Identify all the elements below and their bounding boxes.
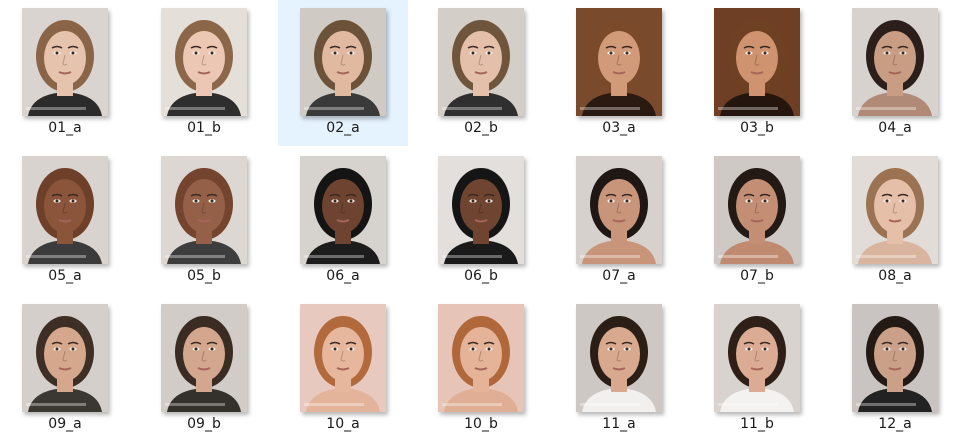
portrait-photo [300,156,386,264]
portrait-photo [576,8,662,116]
file-name-label: 09_b [187,416,221,432]
file-name-label: 06_a [326,268,360,284]
portrait-photo [300,8,386,116]
file-name-label: 11_a [602,416,636,432]
file-item[interactable]: 03_b [692,0,822,146]
file-name-label: 05_a [48,268,82,284]
portrait-photo [438,304,524,412]
file-item[interactable]: 01_a [0,0,130,146]
file-item[interactable]: 07_a [554,148,684,294]
image-thumbnail [852,304,938,412]
image-thumbnail [300,156,386,264]
file-item[interactable]: 08_a [830,148,960,294]
file-name-label: 08_a [878,268,912,284]
file-item[interactable]: 02_b [416,0,546,146]
portrait-photo [22,304,108,412]
portrait-photo [22,156,108,264]
image-thumbnail [576,304,662,412]
image-thumbnail [22,304,108,412]
file-item[interactable]: 12_a [830,296,960,442]
file-name-label: 10_a [326,416,360,432]
portrait-photo [438,8,524,116]
image-thumbnail [300,304,386,412]
file-name-label: 01_a [48,120,82,136]
portrait-photo [300,304,386,412]
portrait-photo [161,156,247,264]
portrait-photo [161,304,247,412]
file-item[interactable]: 05_a [0,148,130,294]
file-name-label: 12_a [878,416,912,432]
image-thumbnail [714,156,800,264]
image-thumbnail [161,156,247,264]
file-name-label: 06_b [464,268,498,284]
image-thumbnail [438,304,524,412]
file-item[interactable]: 05_b [139,148,269,294]
file-item[interactable]: 11_a [554,296,684,442]
file-item[interactable]: 06_b [416,148,546,294]
image-thumbnail [576,8,662,116]
image-thumbnail [852,8,938,116]
portrait-photo [852,304,938,412]
file-name-label: 10_b [464,416,498,432]
portrait-photo [438,156,524,264]
portrait-photo [161,8,247,116]
image-thumbnail [22,8,108,116]
image-thumbnail [714,8,800,116]
file-item[interactable]: 10_b [416,296,546,442]
file-name-label: 02_a [326,120,360,136]
portrait-photo [714,304,800,412]
image-thumbnail [714,304,800,412]
portrait-photo [852,8,938,116]
image-thumbnail [438,156,524,264]
image-thumbnail [161,304,247,412]
file-item[interactable]: 03_a [554,0,684,146]
file-item[interactable]: 04_a [830,0,960,146]
portrait-photo [852,156,938,264]
file-name-label: 09_a [48,416,82,432]
file-name-label: 03_b [740,120,774,136]
file-name-label: 11_b [740,416,774,432]
file-name-label: 04_a [878,120,912,136]
file-item[interactable]: 06_a [278,148,408,294]
file-name-label: 01_b [187,120,221,136]
portrait-photo [22,8,108,116]
file-name-label: 05_b [187,268,221,284]
image-thumbnail [438,8,524,116]
file-item[interactable]: 02_a [278,0,408,146]
image-thumbnail [22,156,108,264]
file-name-label: 07_a [602,268,636,284]
image-thumbnail [300,8,386,116]
file-item[interactable]: 10_a [278,296,408,442]
portrait-photo [714,156,800,264]
file-name-label: 07_b [740,268,774,284]
image-thumbnail [161,8,247,116]
image-thumbnail [852,156,938,264]
portrait-photo [576,304,662,412]
image-thumbnail [576,156,662,264]
file-item[interactable]: 09_a [0,296,130,442]
file-name-label: 02_b [464,120,498,136]
portrait-photo [576,156,662,264]
file-item[interactable]: 09_b [139,296,269,442]
file-item[interactable]: 01_b [139,0,269,146]
file-item[interactable]: 07_b [692,148,822,294]
portrait-photo [714,8,800,116]
file-item[interactable]: 11_b [692,296,822,442]
file-name-label: 03_a [602,120,636,136]
